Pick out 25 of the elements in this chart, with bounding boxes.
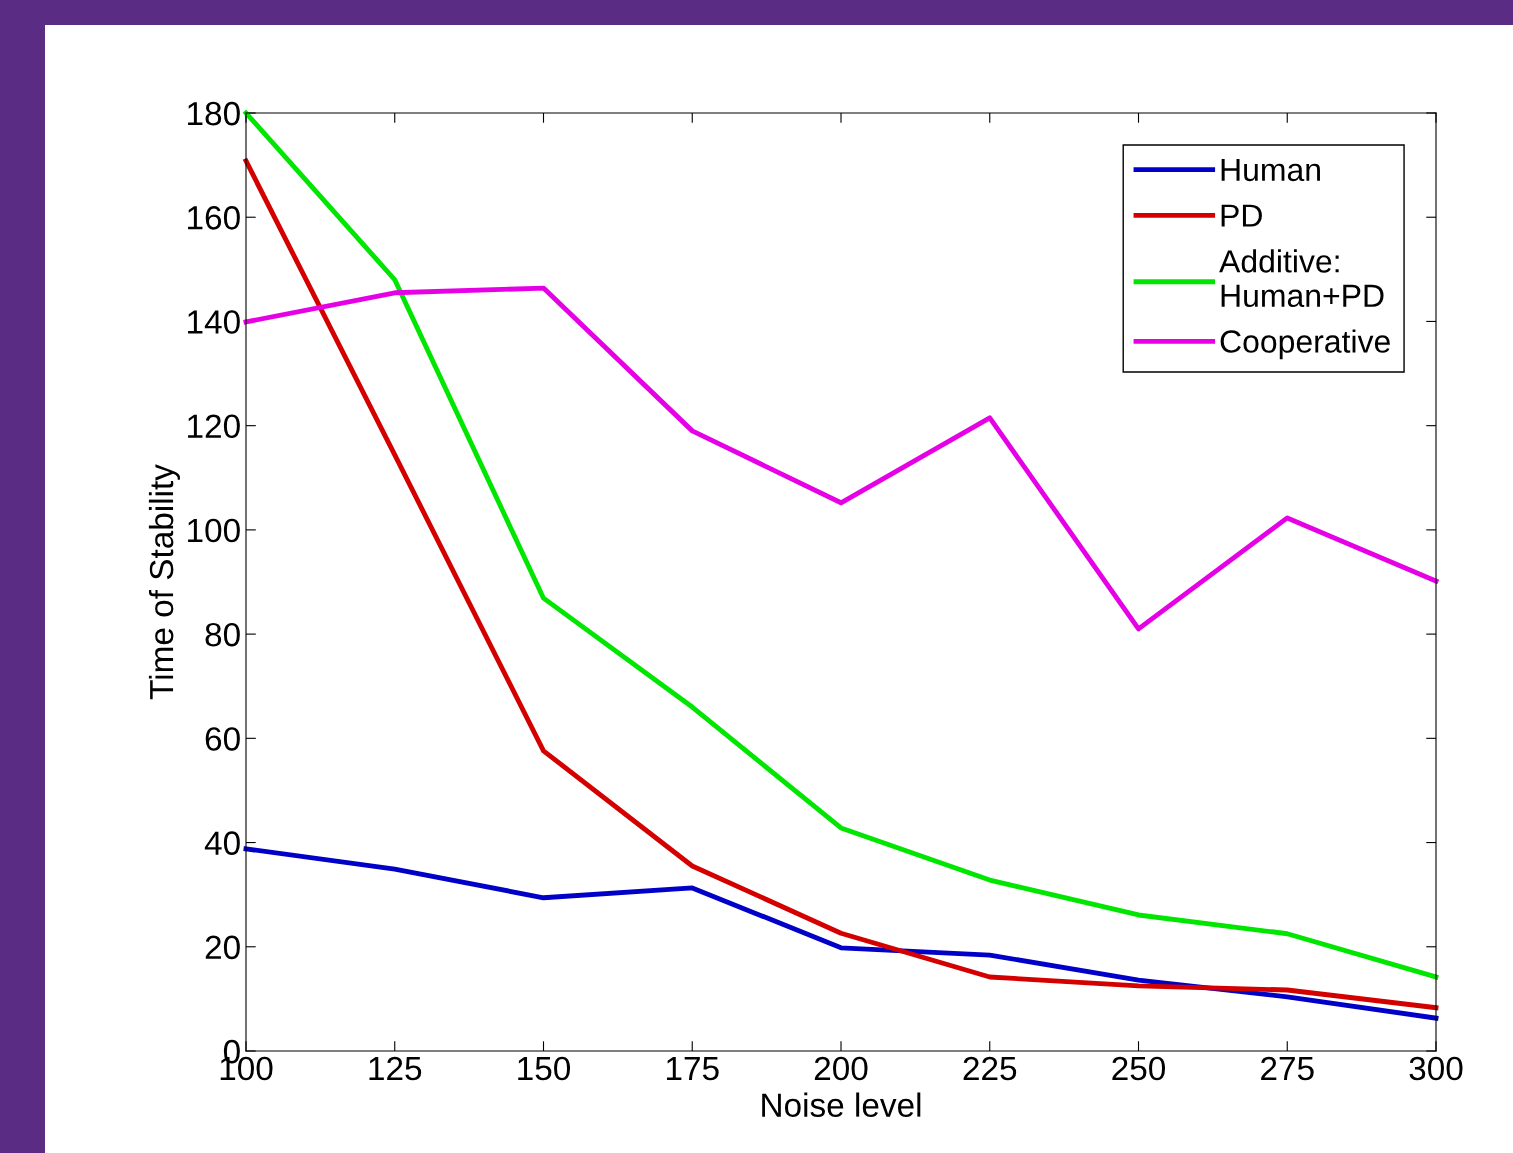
y-tick-label: 20 bbox=[205, 935, 240, 960]
y-tick-label: 100 bbox=[188, 518, 240, 543]
x-tick-label: 150 bbox=[518, 1056, 571, 1081]
y-tick-label: 60 bbox=[205, 727, 240, 751]
legend-label: PD bbox=[1221, 204, 1262, 227]
legend-label: Additive: Human+PD bbox=[1219, 249, 1384, 308]
x-tick-label: 200 bbox=[814, 1056, 868, 1081]
y-tick-label: 140 bbox=[188, 310, 240, 334]
y-tick-label: 40 bbox=[204, 831, 240, 855]
x-tick-label: 125 bbox=[369, 1056, 422, 1081]
line-series bbox=[243, 285, 1439, 632]
x-tick-label: 300 bbox=[1409, 1056, 1463, 1081]
x-tick-label: 250 bbox=[1112, 1056, 1166, 1081]
y-tick-label: 120 bbox=[188, 414, 240, 439]
y-tick-label: 180 bbox=[188, 101, 240, 126]
x-tick-label: 175 bbox=[666, 1057, 719, 1081]
y-tick-label: 160 bbox=[188, 206, 240, 230]
y-tick-label: 80 bbox=[205, 622, 240, 647]
x-tick-label: 275 bbox=[1261, 1056, 1314, 1081]
y-axis-title: Time of Stability bbox=[148, 464, 180, 700]
legend-label: Human bbox=[1221, 158, 1320, 182]
line-series bbox=[243, 846, 1439, 1021]
x-tick-label: 225 bbox=[963, 1056, 1017, 1081]
x-axis-title: Noise level bbox=[762, 1092, 921, 1117]
legend-label: Cooperative bbox=[1220, 329, 1390, 360]
